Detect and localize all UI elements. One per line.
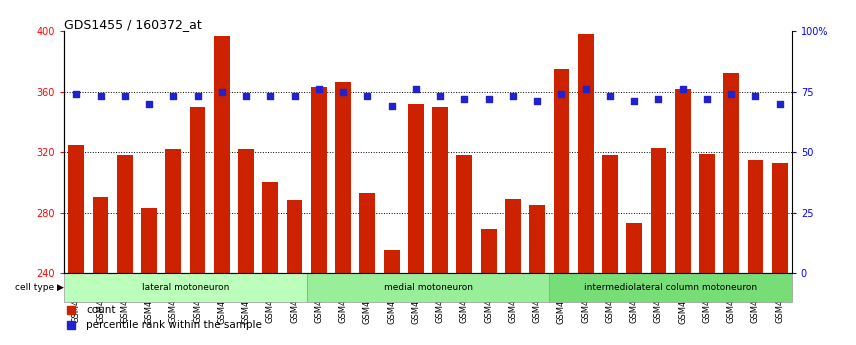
Text: lateral motoneuron: lateral motoneuron [142, 283, 229, 292]
Bar [306, 273, 550, 302]
Text: percentile rank within the sample: percentile rank within the sample [86, 320, 262, 330]
Point [93, 93, 108, 99]
Bar [627, 223, 642, 273]
Bar [747, 160, 764, 273]
Bar [408, 104, 424, 273]
Bar [554, 69, 569, 273]
Point [555, 91, 568, 97]
Bar [141, 208, 157, 273]
Point [239, 93, 253, 99]
Point [676, 86, 690, 92]
Bar [68, 145, 84, 273]
Bar [190, 107, 205, 273]
Bar [311, 87, 327, 273]
Point [724, 91, 738, 97]
Bar [263, 183, 278, 273]
Text: intermediolateral column motoneuron: intermediolateral column motoneuron [584, 283, 757, 292]
Bar [723, 73, 739, 273]
Bar [550, 273, 792, 302]
Point [118, 93, 132, 99]
Point [288, 93, 301, 99]
Point [603, 93, 616, 99]
Point [69, 91, 83, 97]
Bar [481, 229, 496, 273]
Point [773, 101, 787, 106]
Bar [432, 107, 448, 273]
Point [530, 98, 544, 104]
Point [384, 103, 398, 109]
Point [482, 96, 496, 101]
Point [409, 86, 423, 92]
Bar [214, 36, 229, 273]
Point [336, 89, 350, 94]
Bar [602, 155, 618, 273]
Text: count: count [86, 305, 116, 315]
Point [433, 93, 447, 99]
Bar [360, 193, 375, 273]
Point [191, 93, 205, 99]
Point [142, 101, 156, 106]
Bar [336, 82, 351, 273]
Text: GDS1455 / 160372_at: GDS1455 / 160372_at [64, 18, 202, 31]
Point [748, 93, 763, 99]
Point [579, 86, 592, 92]
Bar [651, 148, 666, 273]
Bar [505, 199, 520, 273]
Text: cell type ▶: cell type ▶ [15, 283, 63, 292]
Point [651, 96, 665, 101]
Point [627, 98, 641, 104]
Point [166, 93, 180, 99]
Point [312, 86, 325, 92]
Point [506, 93, 520, 99]
Bar [699, 154, 715, 273]
Bar [117, 155, 133, 273]
Bar [165, 149, 181, 273]
Point [215, 89, 229, 94]
Bar [64, 273, 306, 302]
Bar [92, 197, 109, 273]
Bar [287, 200, 302, 273]
Point [700, 96, 714, 101]
Text: medial motoneuron: medial motoneuron [383, 283, 473, 292]
Bar [578, 34, 593, 273]
Point [457, 96, 471, 101]
Bar [383, 250, 400, 273]
Bar [675, 89, 691, 273]
Bar [238, 149, 254, 273]
Point [264, 93, 277, 99]
Point [360, 93, 374, 99]
Bar [772, 163, 788, 273]
Bar [529, 205, 545, 273]
Bar [456, 155, 473, 273]
